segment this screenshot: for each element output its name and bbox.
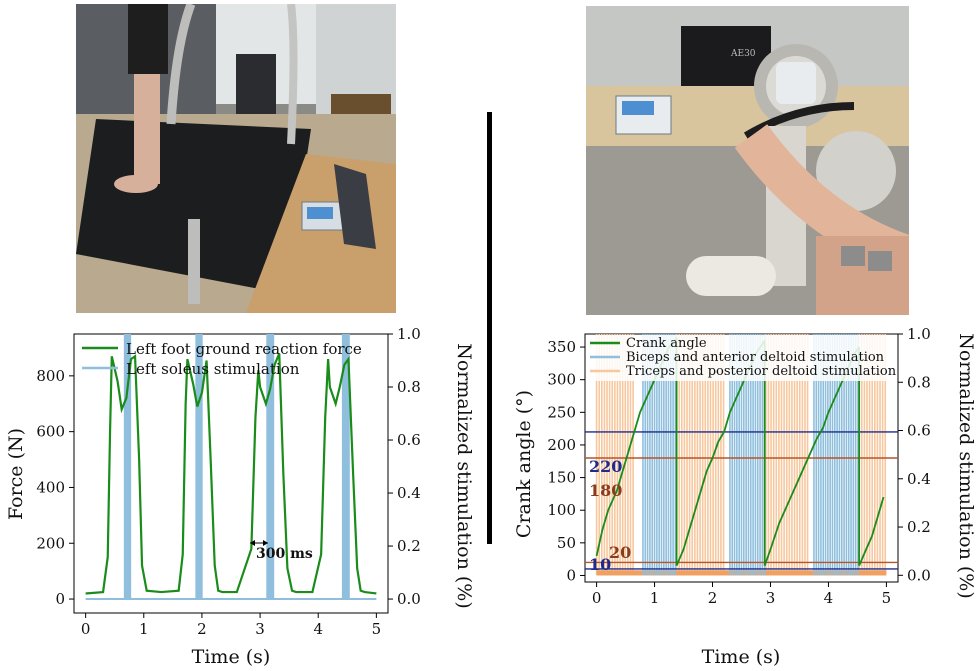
y-tick-label: 300	[547, 371, 576, 389]
x-tick-label: 2	[708, 589, 718, 607]
x-tick-label: 0	[592, 589, 602, 607]
x-axis-label: Time (s)	[192, 646, 271, 668]
stimulation-bar	[266, 334, 272, 600]
crank-angle-chart: 0 1 2 3 4 5 0 50 100 150 200 250 300 350 0.0 0.2 0.4 0.…	[513, 326, 977, 668]
y2-tick-label: 0.0	[397, 590, 421, 608]
y2-tick-label: 0.6	[397, 431, 421, 449]
threshold-label-10: 10	[589, 555, 611, 574]
arm-cycle-photo: AE30	[586, 6, 909, 315]
y2-tick-label: 1.0	[907, 326, 931, 343]
stimulation-bar	[126, 334, 132, 600]
stimulation-bar	[269, 334, 275, 600]
x-tick-label: 5	[372, 620, 382, 638]
y2-axis-label: Normalized stimulation (%)	[453, 343, 475, 609]
threshold-lines	[585, 431, 898, 570]
x-tick-label: 0	[81, 620, 91, 638]
legend-label-stim: Left soleus stimulation	[126, 360, 300, 378]
panel-divider	[487, 112, 492, 544]
force-line	[85, 353, 377, 595]
y-tick-label: 200	[36, 534, 65, 552]
duration-label: 300 ms	[256, 546, 313, 562]
legend-label-crank: Crank angle	[626, 336, 707, 351]
legend: Left foot ground reaction force Left sol…	[82, 340, 362, 378]
x-tick-label: 2	[197, 620, 207, 638]
y-tick-label: 0	[566, 566, 576, 584]
x-tick-label: 1	[139, 620, 149, 638]
legend: Crank angle Biceps and anterior deltoid …	[586, 335, 897, 381]
stimulation-bar	[344, 334, 350, 600]
y2-tick-label: 0.0	[907, 566, 931, 584]
arm-cycle-photo-icon: AE30	[586, 6, 909, 315]
legend-label-triceps: Triceps and posterior deltoid stimulatio…	[626, 364, 897, 379]
y2-axis-label: Normalized stimulation (%)	[955, 333, 977, 599]
threshold-label-220: 220	[589, 457, 622, 476]
y2-tick-label: 0.8	[907, 373, 931, 391]
x-tick-label: 1	[650, 589, 660, 607]
y-tick-label: 400	[36, 478, 65, 496]
threshold-label-20: 20	[609, 543, 631, 562]
y-tick-label: 250	[547, 403, 576, 421]
y-tick-label: 100	[547, 501, 576, 519]
y-tick-label: 200	[547, 436, 576, 454]
stimulation-bars	[85, 334, 377, 601]
treadmill-photo	[76, 4, 396, 313]
y-tick-label: 800	[36, 367, 65, 385]
y-tick-label: 50	[557, 534, 576, 552]
x-tick-label: 3	[255, 620, 265, 638]
x-tick-label: 5	[882, 589, 892, 607]
y2-tick-label: 0.8	[397, 378, 421, 396]
stimulation-bar	[341, 334, 347, 600]
legend-label-biceps: Biceps and anterior deltoid stimulation	[626, 350, 885, 365]
x-tick-label: 3	[766, 589, 776, 607]
y2-tick-label: 0.6	[907, 422, 931, 440]
x-axis-label: Time (s)	[702, 646, 781, 668]
y-axis-label: Crank angle (°)	[513, 390, 535, 538]
y-tick-label: 350	[547, 338, 576, 356]
treadmill-photo-icon	[76, 4, 396, 313]
y-axis-label: Force (N)	[5, 428, 27, 520]
y2-tick-label: 0.4	[907, 470, 931, 488]
y2-tick-label: 1.0	[397, 326, 421, 343]
x-tick-label: 4	[313, 620, 323, 638]
y2-tick-label: 0.2	[907, 518, 931, 536]
duration-annotation: 300 ms	[250, 540, 313, 562]
threshold-label-180: 180	[589, 481, 622, 500]
x-tick-label: 4	[824, 589, 834, 607]
legend-label-force: Left foot ground reaction force	[126, 340, 362, 358]
y-tick-label: 600	[36, 423, 65, 441]
y-tick-label: 0	[55, 590, 65, 608]
laptop-brand-text: AE30	[730, 49, 756, 59]
force-series	[85, 353, 377, 595]
y2-tick-label: 0.2	[397, 537, 421, 555]
stimulation-bar	[197, 334, 203, 600]
y2-tick-label: 0.4	[397, 484, 421, 502]
crank-angle-line	[858, 496, 885, 567]
y-tick-label: 150	[547, 469, 576, 487]
